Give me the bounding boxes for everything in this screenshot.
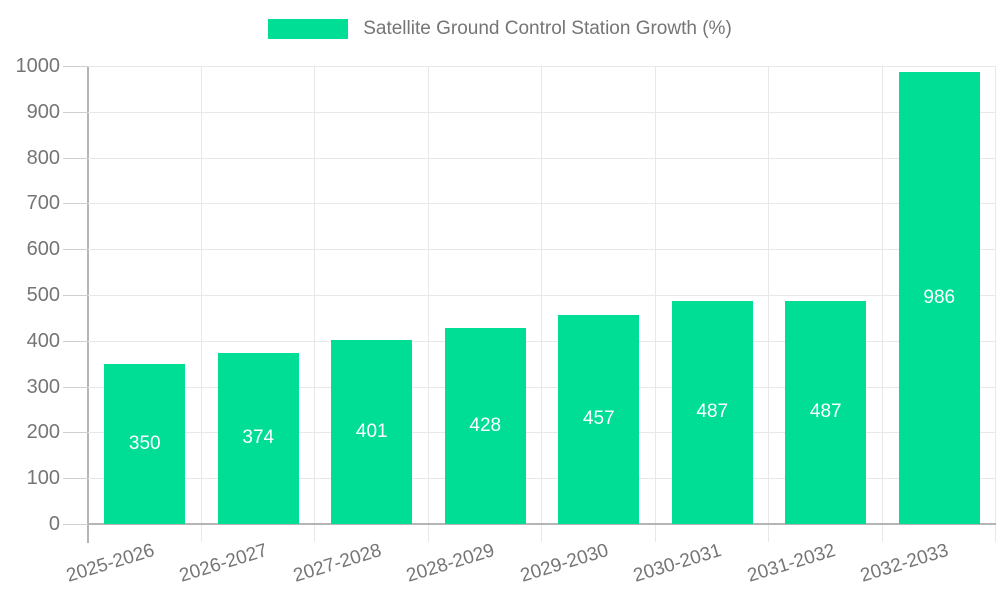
y-axis-tick-label: 600 [26,238,60,261]
y-axis-tick-label: 800 [26,146,60,169]
legend[interactable]: Satellite Ground Control Station Growth … [0,18,1000,40]
bar-value-label: 350 [128,432,161,454]
y-axis-line [87,66,89,543]
y-axis-tick-label: 900 [26,100,60,123]
bar[interactable]: 457 [558,314,640,524]
x-axis-category-label: 2026-2027 [177,540,271,587]
x-axis-category-label: 2029-2030 [517,540,611,587]
vertical-gridline [201,66,202,542]
x-axis-category-label: 2027-2028 [290,540,384,587]
y-axis-tick-label: 200 [26,421,60,444]
x-axis-category-label: 2025-2026 [63,540,157,587]
y-axis-tick [63,386,88,388]
vertical-gridline [995,66,996,542]
bar-value-label: 401 [355,421,388,443]
horizontal-gridline [88,157,996,159]
horizontal-gridline [88,432,996,434]
y-axis-tick [63,66,88,67]
y-axis-tick-label: 500 [26,284,60,306]
x-axis-category-label: 2032-2033 [858,540,952,587]
bar-value-label: 487 [696,401,729,423]
x-axis-line [88,523,996,525]
plot-area: 350 374 401 428 457 487 487 986 [88,66,996,542]
bar-value-label: 986 [923,287,956,309]
horizontal-gridline [88,386,996,388]
y-axis-tick-label: 300 [26,375,60,398]
x-axis-category-label: 2030-2031 [631,540,725,587]
y-axis-tick [63,340,88,342]
vertical-gridline [541,66,542,542]
bar[interactable]: 350 [104,363,186,524]
y-axis-tick-label: 0 [48,513,60,535]
horizontal-gridline [88,111,996,113]
bar-value-label: 487 [809,401,842,423]
horizontal-gridline [88,249,996,251]
y-axis-tick [63,249,88,251]
y-axis-tick [63,157,88,159]
y-axis-tick-label: 100 [26,467,60,490]
bar-value-label: 374 [242,427,275,449]
bar-value-label: 428 [469,414,502,436]
legend-label: Satellite Ground Control Station Growth … [363,18,732,39]
bar[interactable]: 401 [331,340,413,524]
vertical-gridline [882,66,883,542]
y-axis-tick [63,478,88,480]
vertical-gridline [655,66,656,542]
bar[interactable]: 374 [217,352,299,524]
vertical-gridline [314,66,315,542]
y-axis-tick-label: 1000 [15,55,61,77]
y-axis-tick [63,111,88,113]
bar[interactable]: 487 [671,300,753,524]
horizontal-gridline [88,295,996,296]
horizontal-gridline [88,340,996,342]
vertical-gridline [768,66,769,542]
bar[interactable]: 986 [898,72,980,524]
y-axis-tick [63,524,88,525]
y-axis-tick-label: 700 [26,192,60,215]
y-axis-tick [63,203,88,205]
y-axis-tick-label: 400 [26,329,60,352]
x-axis-category-label: 2028-2029 [404,540,498,587]
y-axis-tick [63,432,88,434]
bar[interactable]: 428 [444,327,526,524]
bar-value-label: 457 [582,408,615,430]
vertical-gridline [428,66,429,542]
horizontal-gridline [88,478,996,480]
bar[interactable]: 487 [785,300,867,524]
legend-swatch [268,19,349,39]
x-axis-category-label: 2031-2032 [744,540,838,587]
y-axis-tick [63,295,88,296]
horizontal-gridline [88,66,996,67]
horizontal-gridline [88,203,996,205]
